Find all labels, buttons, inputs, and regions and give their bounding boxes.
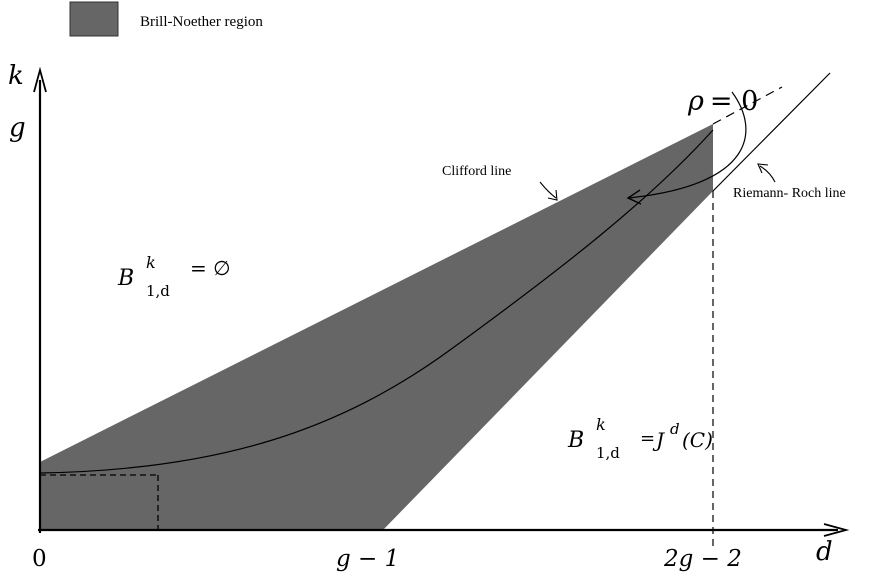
brill-noether-region — [40, 124, 713, 530]
formula-full-j-sup: d — [670, 420, 680, 438]
riemann-roch-pointer-arrow — [759, 165, 776, 183]
clifford-pointer-arrow — [539, 181, 557, 199]
x-tick-0: 0 — [32, 546, 47, 572]
formula-full-sub: 1,d — [596, 444, 620, 462]
y-axis-label: k — [8, 61, 24, 91]
formula-full-j: J — [652, 428, 665, 452]
x-tick-2g-minus-2: 2g − 2 — [663, 546, 742, 572]
legend-swatch — [69, 1, 119, 37]
clifford-line-label: Clifford line — [442, 164, 511, 179]
clifford-line-extension — [712, 86, 783, 125]
formula-empty-rhs: = ∅ — [190, 256, 231, 280]
formula-empty-sup: k — [146, 253, 156, 272]
rho-equals-zero: = 0 — [710, 86, 758, 117]
y-tick-g: g — [9, 113, 26, 143]
x-tick-g-minus-1: g − 1 — [336, 546, 399, 572]
formula-empty-sub: 1,d — [146, 282, 170, 300]
formula-full-sup: k — [596, 415, 606, 434]
formula-full-base: B — [567, 428, 584, 453]
riemann-roch-pointer-arrowhead — [757, 163, 769, 174]
riemann-roch-label: Riemann- Roch line — [733, 186, 846, 201]
rho-equals-zero-label: ρ = 0 — [687, 86, 758, 117]
rho-zero-curve — [39, 129, 714, 474]
y-axis-arrowhead — [33, 66, 47, 93]
formula-empty-locus: B k 1,d = ∅ — [117, 253, 231, 300]
legend-label: Brill-Noether region — [140, 14, 263, 30]
rho-pointer-arrowhead — [626, 189, 642, 205]
riemann-roch-line — [712, 72, 831, 192]
formula-full-jacobian: B k 1,d = J d (C) — [567, 415, 713, 462]
clifford-pointer-arrowhead — [547, 189, 558, 201]
rho-symbol: ρ — [687, 86, 704, 117]
x-axis-label: d — [816, 537, 833, 567]
formula-empty-base: B — [117, 266, 134, 291]
formula-full-eq: = — [640, 428, 655, 449]
x-axis-arrowhead — [823, 523, 850, 537]
rho-pointer-arrow — [627, 91, 747, 199]
formula-full-tail: (C) — [682, 428, 713, 452]
